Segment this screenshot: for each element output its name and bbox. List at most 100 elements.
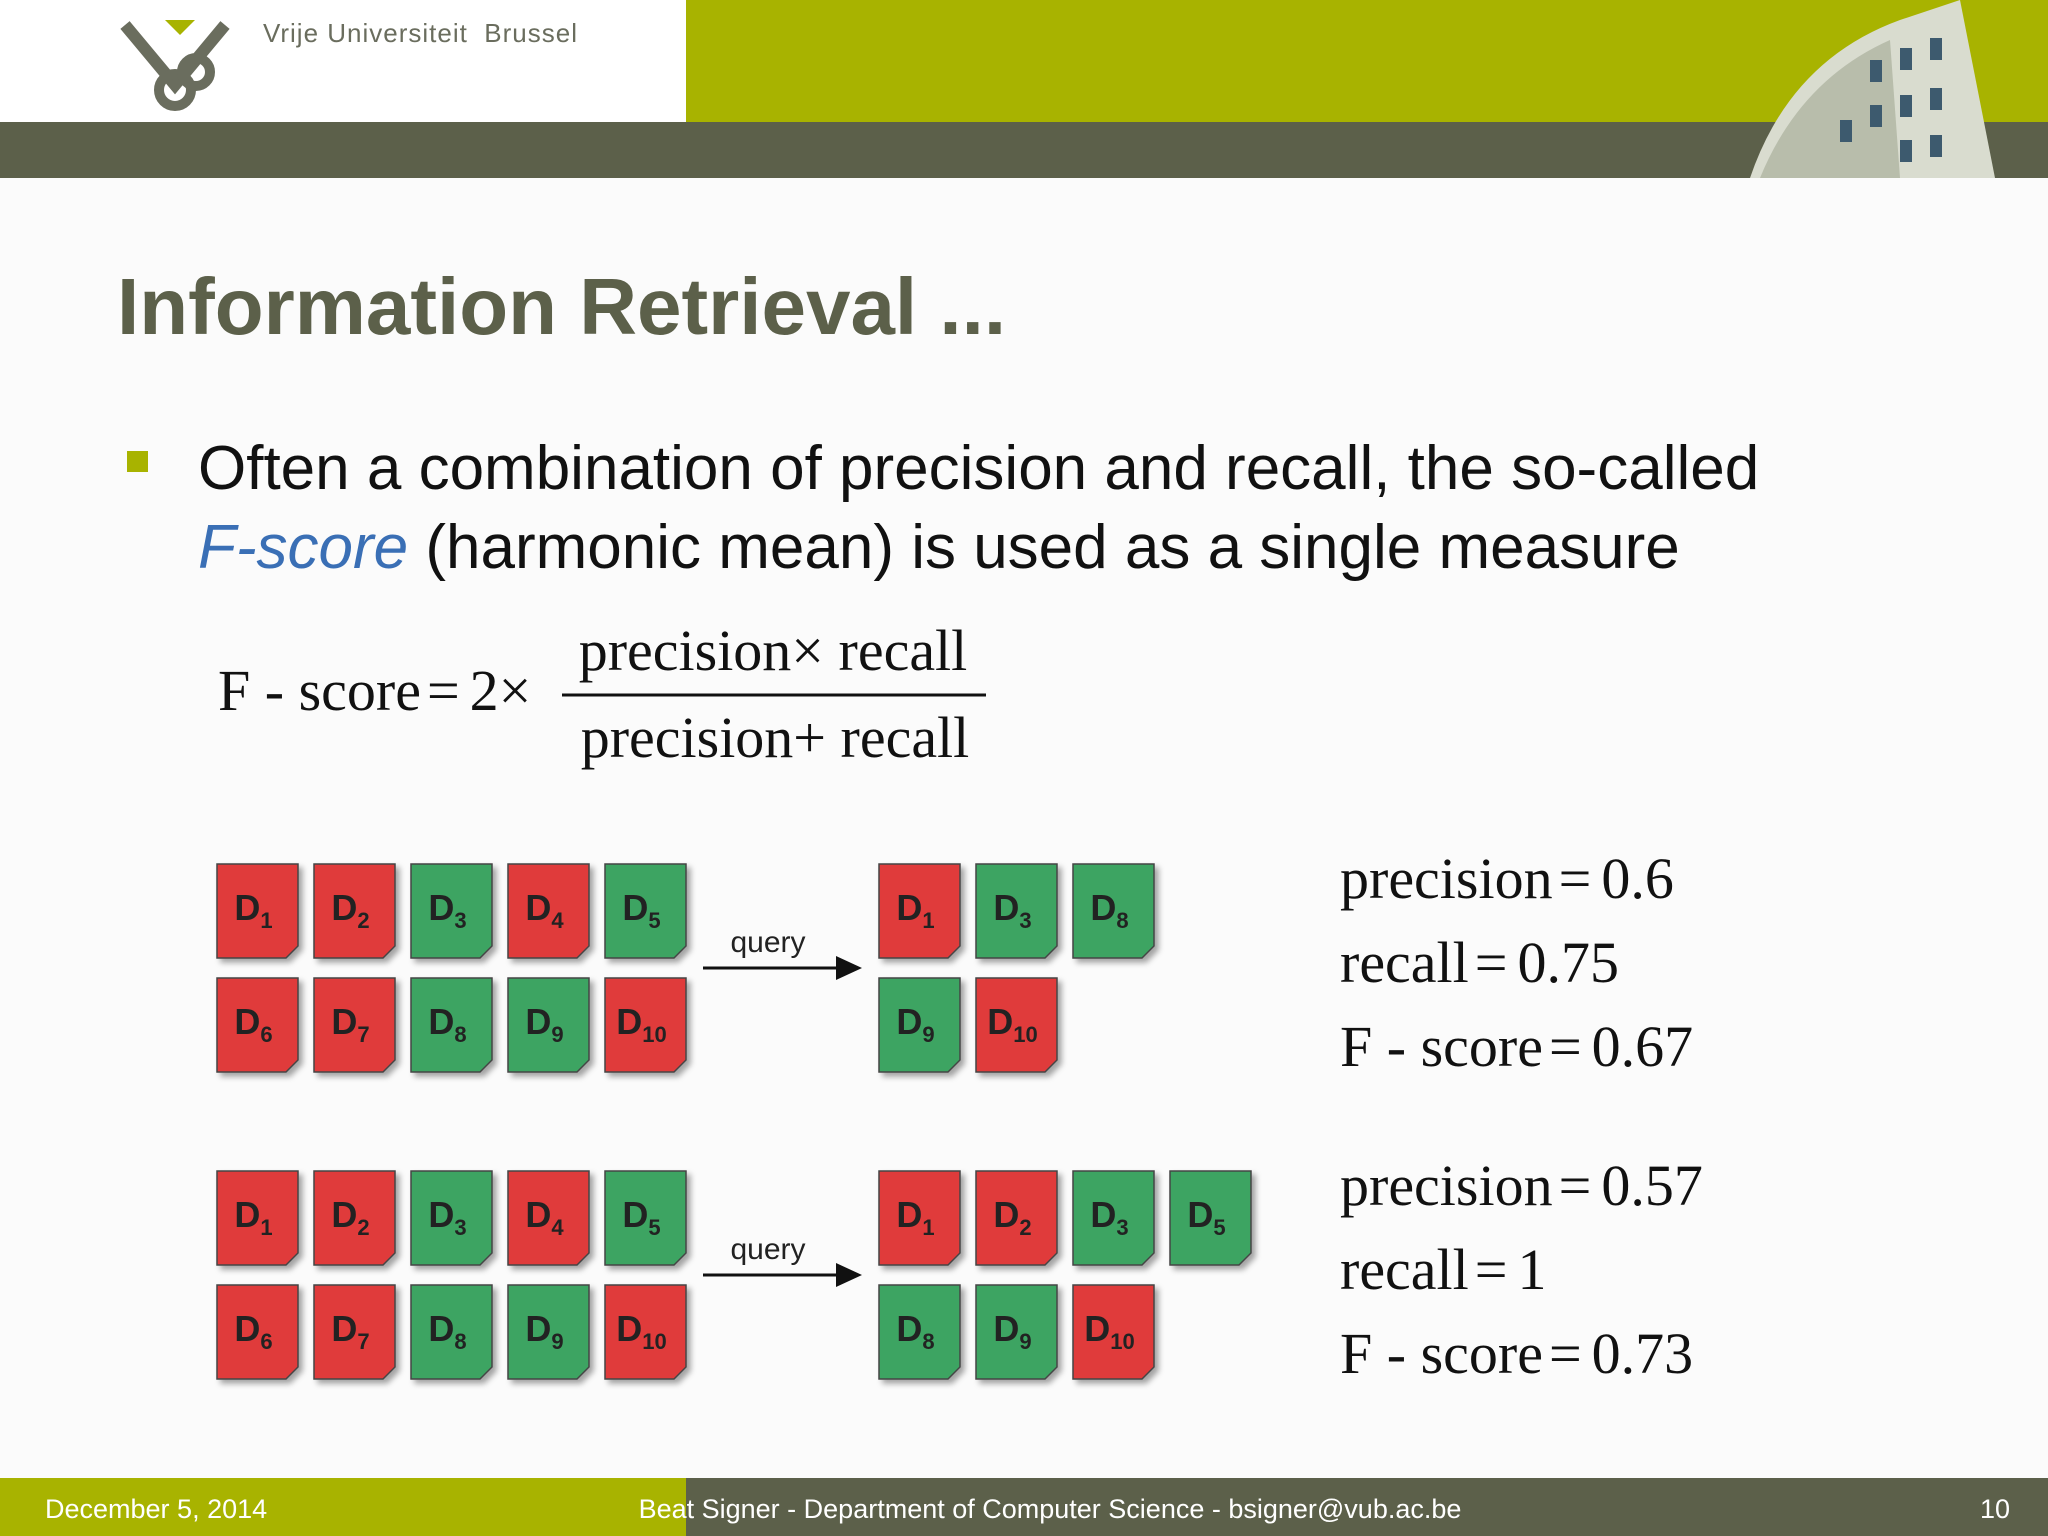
- doc-index: 10: [1110, 1329, 1134, 1354]
- document: D6: [216, 1284, 299, 1380]
- doc-letter: D: [896, 1001, 922, 1042]
- header-white: [0, 0, 686, 122]
- doc-index: 10: [642, 1022, 666, 1047]
- page-number: 10: [1980, 1494, 2010, 1524]
- doc-letter: D: [993, 1308, 1019, 1349]
- building: [1750, 0, 1995, 178]
- document: D4: [507, 1170, 590, 1266]
- doc-index: 9: [551, 1329, 563, 1354]
- metric-op: =: [1559, 846, 1592, 911]
- doc-letter: D: [234, 1001, 260, 1042]
- document-tile: [216, 1284, 299, 1380]
- bullet-line: Often a combination of precision and rec…: [198, 434, 1759, 503]
- document-label: D8: [428, 1308, 466, 1354]
- document-tile: [604, 1284, 687, 1380]
- document-tile: [975, 1170, 1058, 1266]
- doc-index: 3: [454, 1215, 466, 1240]
- doc-letter: D: [234, 1194, 260, 1235]
- metric-value: 0.75: [1518, 930, 1620, 995]
- doc-index: 10: [642, 1329, 666, 1354]
- header-band: [0, 122, 2048, 178]
- footer-date: December 5, 2014: [45, 1494, 267, 1524]
- arrow-head: [836, 956, 862, 980]
- doc-letter: D: [525, 1194, 551, 1235]
- document: D9: [975, 1284, 1058, 1380]
- query-label: query: [730, 1233, 805, 1266]
- document-label: D6: [234, 1001, 272, 1047]
- document-tile: [507, 977, 590, 1073]
- document-label: D6: [234, 1308, 272, 1354]
- doc-letter: D: [1084, 1308, 1110, 1349]
- doc-letter: D: [1090, 1194, 1116, 1235]
- document-tile: [507, 863, 590, 959]
- doc-letter: D: [616, 1308, 642, 1349]
- doc-letter: D: [896, 887, 922, 928]
- footer-left: [0, 1478, 686, 1536]
- document: D9: [507, 1284, 590, 1380]
- slide-title: Information Retrieval ...: [117, 262, 1006, 351]
- document-label: D1: [234, 1194, 272, 1240]
- document: D4: [507, 863, 590, 959]
- document-tile: [975, 977, 1058, 1073]
- document-tile: [216, 863, 299, 959]
- document-tile: [216, 1170, 299, 1266]
- arrow-head: [836, 1263, 862, 1287]
- document-label: D5: [1187, 1194, 1225, 1240]
- doc-index: 6: [260, 1022, 272, 1047]
- doc-letter: D: [525, 1308, 551, 1349]
- document-label: D1: [896, 1194, 934, 1240]
- document-label: D2: [331, 1194, 369, 1240]
- doc-letter: D: [1090, 887, 1116, 928]
- doc-index: 8: [454, 1022, 466, 1047]
- document-label: D5: [622, 887, 660, 933]
- document: D2: [975, 1170, 1058, 1266]
- document-label: D10: [616, 1308, 666, 1354]
- doc-letter: D: [234, 1308, 260, 1349]
- document-tile: [313, 977, 396, 1073]
- document-tile: [313, 863, 396, 959]
- doc-index: 3: [1116, 1215, 1128, 1240]
- doc-index: 5: [648, 1215, 660, 1240]
- document-label: D7: [331, 1308, 369, 1354]
- doc-index: 7: [357, 1022, 369, 1047]
- university: Vrije Universiteit Brussel: [263, 18, 578, 48]
- document-label: D1: [896, 887, 934, 933]
- document-label: D4: [525, 1194, 564, 1240]
- doc-index: 9: [922, 1022, 934, 1047]
- doc-letter: D: [993, 887, 1019, 928]
- document: D1: [878, 863, 961, 959]
- document: D9: [878, 977, 961, 1073]
- doc-index: 9: [1019, 1329, 1031, 1354]
- metric-value: 0.73: [1592, 1321, 1694, 1386]
- document-label: D1: [234, 887, 272, 933]
- metric-op: =: [1549, 1014, 1582, 1079]
- document-label: D9: [525, 1001, 563, 1047]
- doc-letter: D: [987, 1001, 1013, 1042]
- document-label: D9: [525, 1308, 563, 1354]
- query-label: query: [730, 926, 805, 959]
- numerator: precision× recall: [579, 618, 968, 683]
- metric-name: recall: [1340, 930, 1469, 995]
- document: D1: [216, 1170, 299, 1266]
- document: D10: [1072, 1284, 1155, 1380]
- doc-index: 2: [357, 908, 369, 933]
- document-label: D10: [1084, 1308, 1134, 1354]
- document-label: D3: [428, 887, 466, 933]
- metric-name: precision: [1340, 1153, 1553, 1218]
- document: D5: [1169, 1170, 1252, 1266]
- metric: precision = 0.6: [1340, 846, 1674, 911]
- metric-value: 0.6: [1601, 846, 1674, 911]
- document-tile: [1169, 1170, 1252, 1266]
- document-label: D8: [896, 1308, 934, 1354]
- metric: F - score = 0.67: [1340, 1014, 1693, 1079]
- document: D7: [313, 1284, 396, 1380]
- document-tile: [410, 1170, 493, 1266]
- doc-index: 8: [1116, 908, 1128, 933]
- doc-letter: D: [896, 1308, 922, 1349]
- doc-index: 1: [922, 1215, 934, 1240]
- doc-letter: D: [622, 887, 648, 928]
- doc-letter: D: [234, 887, 260, 928]
- document-tile: [313, 1284, 396, 1380]
